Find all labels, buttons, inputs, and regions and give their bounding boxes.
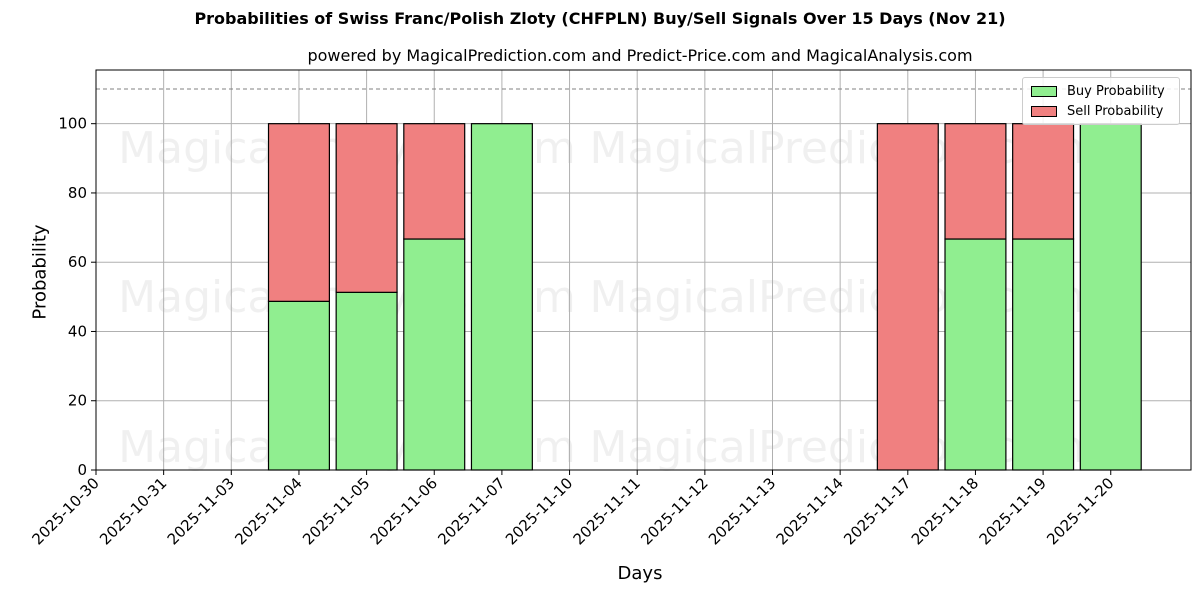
watermark: MagicalPrediction.com xyxy=(590,123,1085,174)
buy-bar xyxy=(335,291,398,471)
legend: Buy Probability Sell Probability xyxy=(1022,77,1180,125)
chart-subtitle: powered by MagicalPrediction.com and Pre… xyxy=(307,46,973,65)
x-tick-label: 2025-11-11 xyxy=(570,474,644,548)
buy-bar xyxy=(1079,123,1142,471)
x-tick-label: 2025-11-13 xyxy=(705,474,779,548)
x-tick-label: 2025-10-31 xyxy=(96,474,170,548)
y-tick-label: 100 xyxy=(58,115,87,133)
buy-bar xyxy=(267,300,330,471)
x-tick-label: 2025-11-12 xyxy=(637,474,711,548)
x-tick-label: 2025-11-18 xyxy=(908,474,982,548)
buy-bar xyxy=(470,123,533,471)
buy-swatch-icon xyxy=(1031,85,1057,97)
x-tick-label: 2025-11-07 xyxy=(434,474,508,548)
sell-bar xyxy=(944,123,1007,240)
buy-bar xyxy=(944,238,1007,471)
sell-bar xyxy=(1012,123,1075,240)
y-tick-label: 60 xyxy=(68,253,87,271)
buy-bar xyxy=(1012,238,1075,471)
x-tick-label: 2025-11-10 xyxy=(502,474,576,548)
axes-frame xyxy=(95,69,1192,471)
legend-item-sell: Sell Probability xyxy=(1031,102,1163,120)
legend-label-buy: Buy Probability xyxy=(1067,83,1165,99)
x-tick-label: 2025-11-14 xyxy=(773,474,847,548)
y-tick-label: 0 xyxy=(77,461,87,479)
chart-title: Probabilities of Swiss Franc/Polish Zlot… xyxy=(194,9,1006,28)
x-tick-label: 2025-11-17 xyxy=(840,474,914,548)
y-axis-label: Probability xyxy=(29,224,51,320)
x-tick-label: 2025-11-06 xyxy=(367,474,441,548)
x-tick-label: 2025-10-30 xyxy=(28,474,102,548)
x-tick-label: 2025-11-03 xyxy=(164,474,238,548)
sell-bar xyxy=(267,123,330,302)
x-tick-label: 2025-11-20 xyxy=(1043,474,1117,548)
sell-bar xyxy=(403,123,466,240)
y-tick-label: 40 xyxy=(68,322,87,340)
y-tick-label: 80 xyxy=(68,184,87,202)
buy-bar xyxy=(403,238,466,471)
watermark: MagicalPrediction.com xyxy=(590,272,1085,323)
legend-label-sell: Sell Probability xyxy=(1067,103,1164,119)
legend-item-buy: Buy Probability xyxy=(1031,82,1165,100)
sell-bar xyxy=(335,123,398,293)
watermark: MagicalPrediction.com xyxy=(590,422,1085,473)
sell-swatch-icon xyxy=(1031,105,1057,117)
x-tick-label: 2025-11-19 xyxy=(976,474,1050,548)
x-axis-label: Days xyxy=(617,563,663,584)
x-tick-label: 2025-11-05 xyxy=(299,474,373,548)
x-tick-label: 2025-11-04 xyxy=(231,474,305,548)
y-tick-label: 20 xyxy=(68,392,87,410)
sell-bar xyxy=(876,123,939,471)
